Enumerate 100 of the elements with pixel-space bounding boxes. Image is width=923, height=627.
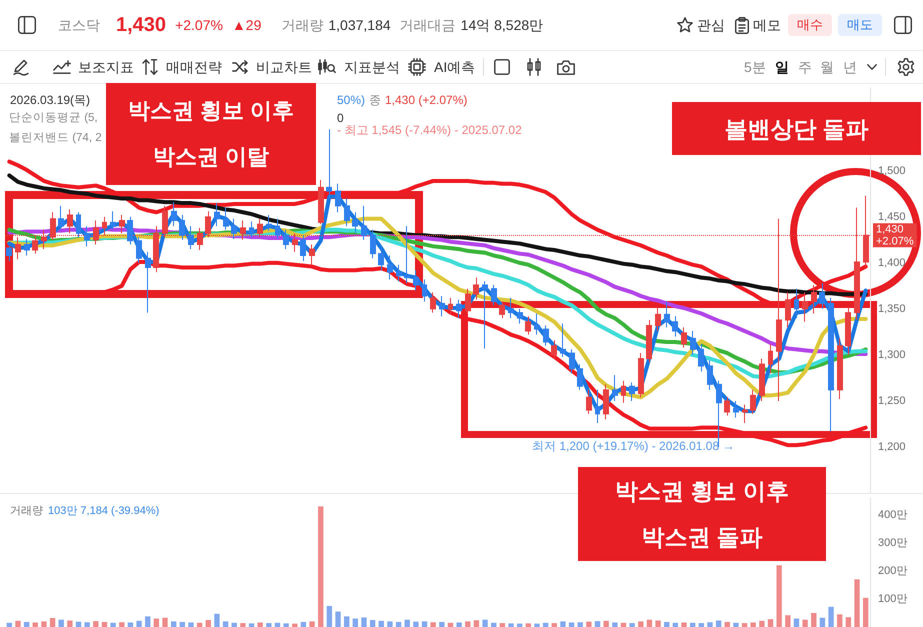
text: 1,430: [116, 14, 166, 36]
text: 년: [843, 59, 857, 75]
candlestick: [681, 326, 687, 348]
bar: [456, 622, 462, 627]
bar: [776, 565, 782, 627]
bar: [724, 622, 730, 627]
candlestick: [811, 284, 817, 314]
y-tick-label: 200만: [878, 564, 908, 577]
candlestick: [283, 229, 289, 250]
candlestick: [430, 292, 436, 314]
bar: [594, 621, 600, 627]
bar: [698, 623, 704, 627]
bar: [136, 620, 142, 627]
bar: [560, 621, 566, 627]
bar: [664, 622, 670, 627]
bar: [820, 618, 826, 627]
bar: [612, 622, 618, 627]
candlestick: [551, 340, 557, 360]
text: 지표분석: [344, 59, 400, 75]
candlestick: [439, 296, 445, 317]
candlestick: [742, 404, 748, 424]
bar: [568, 622, 574, 627]
annotation: 2026.03.19(목): [10, 93, 90, 107]
candlestick: [179, 214, 185, 240]
bar: [802, 620, 808, 627]
y-tick-label: 100만: [878, 592, 908, 605]
bar: [24, 622, 30, 627]
candlestick: [569, 348, 575, 374]
bar: [188, 622, 194, 627]
candlestick: [231, 218, 237, 240]
bar: [240, 623, 246, 627]
candlestick: [733, 400, 739, 418]
y-tick-label: 1,250: [878, 394, 906, 407]
candlestick: [794, 288, 799, 319]
candlestick: [595, 389, 600, 424]
candlestick: [690, 330, 696, 356]
bar: [828, 606, 834, 627]
bar: [387, 621, 393, 627]
text: 5분: [744, 59, 766, 75]
annotation: 50%): [337, 93, 366, 107]
candlestick: [664, 301, 670, 328]
bar: [552, 623, 557, 627]
candlestick: [491, 284, 497, 306]
bar: [396, 622, 402, 627]
y-tick-label: 1,450: [878, 210, 906, 223]
candlestick: [525, 316, 531, 336]
bar: [542, 622, 548, 627]
annotation: 종: [369, 93, 381, 107]
y-tick-label: 1,200: [878, 440, 906, 453]
bar: [110, 622, 116, 627]
candlestick: [145, 251, 151, 314]
annotation: 볼린저밴드 (74, 2: [9, 132, 102, 145]
candlestick: [352, 212, 358, 234]
candlestick: [422, 278, 427, 302]
candlestick: [335, 183, 341, 213]
bar: [768, 619, 774, 627]
bar: [93, 621, 99, 627]
candlestick: [586, 389, 592, 414]
candlestick: [214, 202, 220, 227]
candlestick: [387, 255, 393, 280]
bar: [154, 618, 160, 627]
bar: [759, 620, 765, 627]
candlestick: [517, 308, 523, 324]
candlestick: [76, 212, 81, 238]
bar: [84, 622, 90, 627]
candlestick: [543, 324, 549, 346]
bar: [413, 622, 419, 627]
bar: [232, 622, 237, 627]
bar: [500, 623, 506, 627]
bar: [430, 622, 436, 627]
bar: [439, 622, 445, 627]
candlestick: [266, 214, 272, 232]
candlestick: [58, 205, 64, 230]
y-tick-label: 400만: [878, 508, 908, 521]
candlestick: [378, 246, 384, 271]
candlestick: [465, 288, 471, 314]
annotation: 최저 1,200 (+19.17%) - 2026.01.08 →: [532, 439, 734, 453]
bar: [292, 624, 298, 627]
bar: [76, 622, 82, 627]
candlestick: [275, 218, 280, 240]
annotation: 단순이동평균 (5,: [9, 112, 98, 125]
text: 보조지표: [78, 59, 134, 75]
candlestick: [404, 226, 410, 284]
bar: [672, 622, 678, 627]
candlestick: [638, 352, 644, 398]
candlestick: [110, 210, 116, 230]
text: 거래대금: [400, 17, 456, 33]
bar: [318, 506, 324, 627]
bar: [578, 622, 583, 627]
candlestick: [473, 277, 479, 300]
candlestick: [646, 319, 652, 363]
bar: [491, 622, 496, 627]
text: +2.07%: [175, 17, 223, 33]
annotation: 거래량: [10, 504, 43, 516]
annotation: 볼밴상단 돌파: [724, 114, 869, 144]
candlestick: [482, 280, 488, 349]
bar: [862, 598, 868, 627]
candlestick: [724, 396, 730, 416]
bar: [681, 622, 687, 627]
bar: [170, 621, 176, 627]
